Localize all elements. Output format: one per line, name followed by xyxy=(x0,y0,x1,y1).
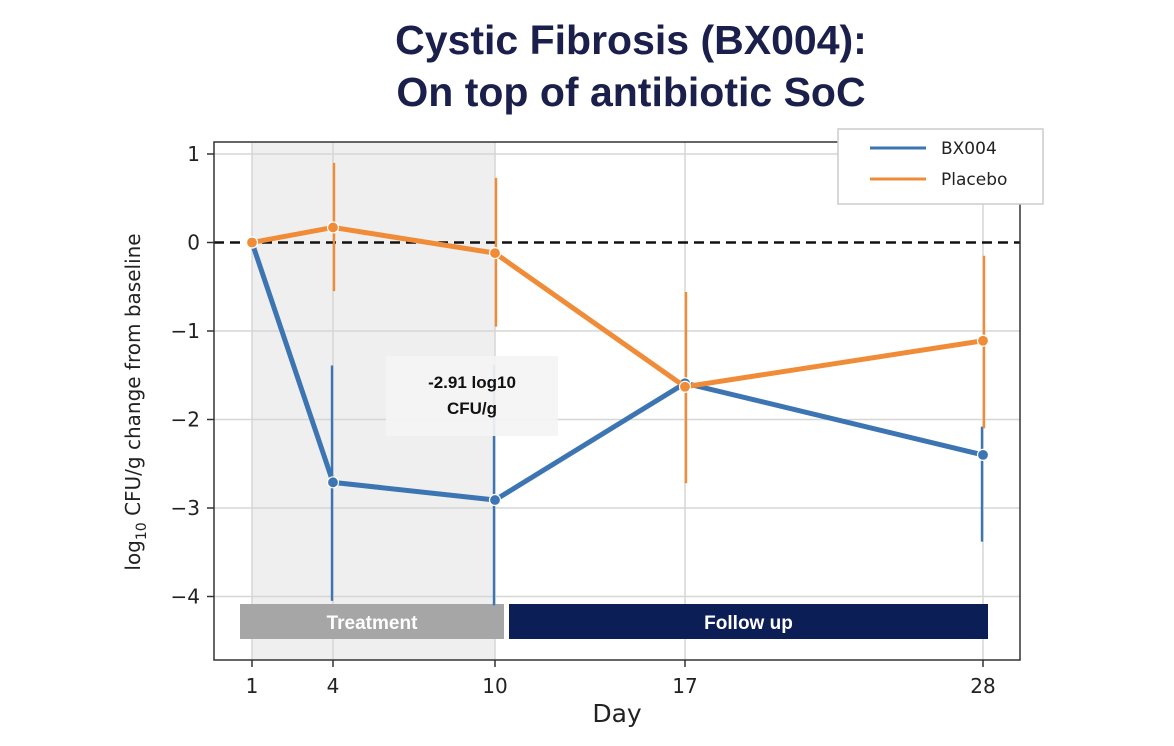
y-tick-label-5: −4 xyxy=(171,585,200,609)
x-tick-label-10: 10 xyxy=(482,674,507,698)
annotation-box xyxy=(386,356,558,436)
y-axis-label: log10 CFU/g change from baseline xyxy=(121,233,150,570)
placebo-point-4 xyxy=(326,221,340,234)
annotation-line-1: -2.91 log10 xyxy=(428,373,516,392)
x-tick-label-28: 28 xyxy=(970,674,995,698)
placebo-point-17 xyxy=(678,380,692,393)
placebo-point-10 xyxy=(488,247,502,260)
phase-bar-0 xyxy=(240,604,504,639)
bx004-point-4 xyxy=(326,476,340,489)
placebo-point-28 xyxy=(976,334,990,347)
title-line-1: Cystic Fibrosis (BX004): xyxy=(395,17,867,63)
phase-label-1: Follow up xyxy=(704,613,793,634)
legend-label-bx004: BX004 xyxy=(941,139,997,159)
phase-label-0: Treatment xyxy=(327,613,418,634)
annotation-line-2: CFU/g xyxy=(447,399,497,418)
y-tick-label-1: 0 xyxy=(187,231,200,255)
plot-frame xyxy=(213,141,1021,661)
y-tick-label-0: 1 xyxy=(187,142,200,166)
x-tick-label-17: 17 xyxy=(672,674,697,698)
y-tick-label-3: −2 xyxy=(171,408,200,432)
bx004-point-28 xyxy=(976,448,990,461)
chart-title: Cystic Fibrosis (BX004): On top of antib… xyxy=(0,14,1174,118)
placebo-point-1 xyxy=(245,236,259,249)
title-line-2: On top of antibiotic SoC xyxy=(396,69,866,115)
legend-label-placebo: Placebo xyxy=(941,170,1007,190)
bx004-point-10 xyxy=(488,493,502,507)
x-tick-label-4: 4 xyxy=(327,674,340,698)
x-tick-label-1: 1 xyxy=(246,674,259,698)
y-tick-label-2: −1 xyxy=(171,319,200,343)
phase-bar-1 xyxy=(509,604,988,639)
y-tick-label-4: −3 xyxy=(171,496,200,520)
legend-box xyxy=(837,128,1044,205)
x-axis-label: Day xyxy=(592,699,642,728)
